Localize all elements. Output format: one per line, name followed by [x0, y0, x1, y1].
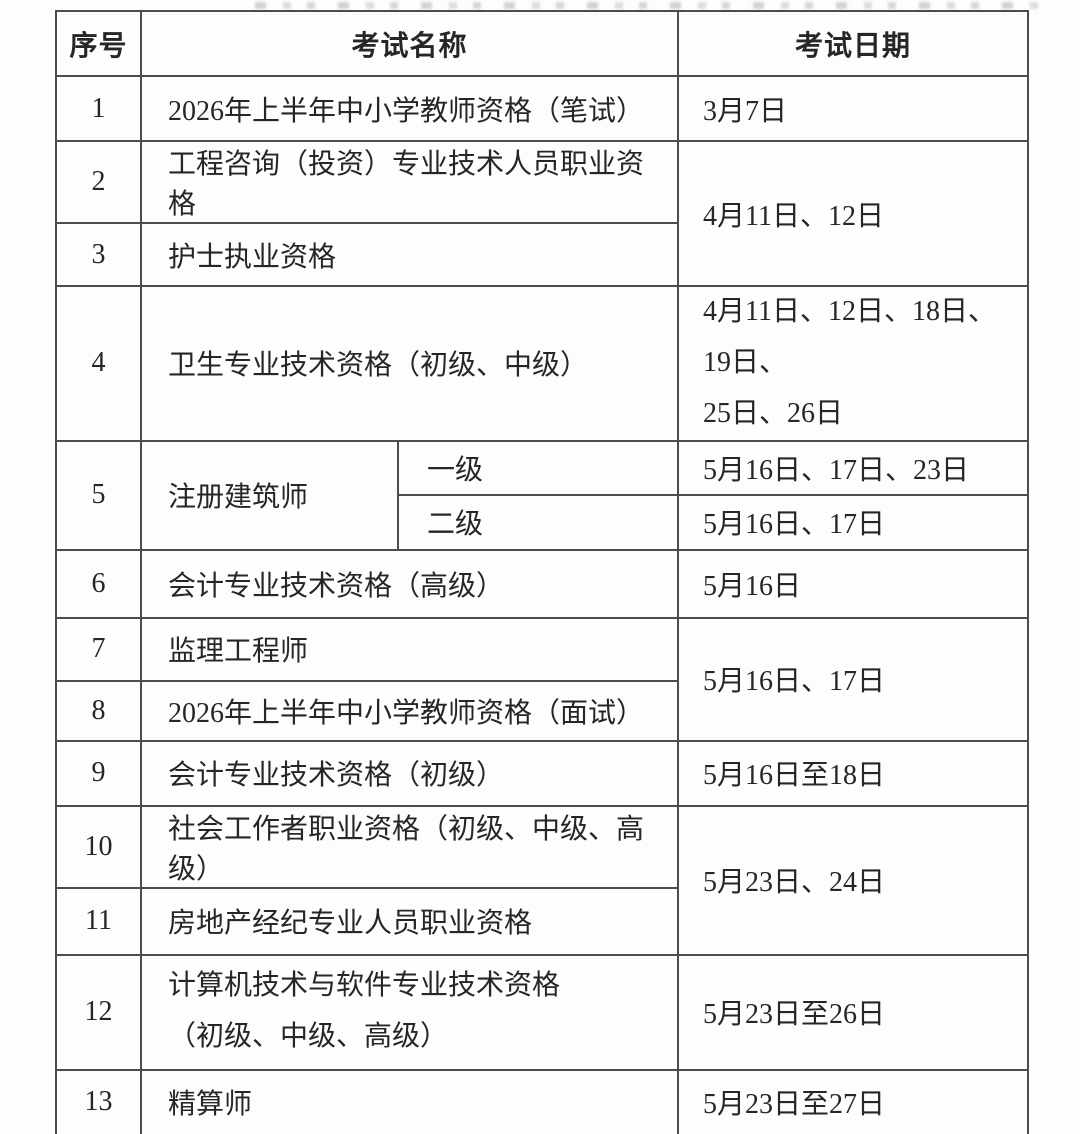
header-exam-name: 考试名称 [139, 10, 680, 77]
table-row: 二级 5月16日、17日 [56, 493, 1030, 551]
exam-name-cell: 工程咨询（投资）专业技术人员职业资格 [139, 140, 680, 224]
exam-name-line: （初级、中级、高级） [168, 1021, 449, 1053]
exam-name-cell: 会计专业技术资格（初级） [139, 739, 680, 807]
exam-date-line: 4月11日、12日、18日、19日、 [703, 296, 996, 378]
row-no: 2 [55, 140, 142, 224]
exam-level-cell: 一级 [396, 439, 680, 496]
exam-name-cell: 监理工程师 [139, 616, 680, 682]
row-no: 1 [55, 75, 142, 142]
table-row: 11 房地产经纪专业人员职业资格 [55, 886, 1028, 956]
row-no: 13 [55, 1068, 142, 1134]
table-header-row: 序号 考试名称 考试日期 [55, 10, 1030, 77]
table-row: 7 监理工程师 5月16日、17日 [55, 616, 1030, 742]
exam-name-line: 计算机技术与软件专业技术资格 [168, 970, 561, 1002]
table-row: 10 社会工作者职业资格（初级、中级、高级） 5月23日、24日 [55, 804, 1030, 956]
table-row: 4 卫生专业技术资格（初级、中级） 4月11日、12日、18日、19日、 25日… [55, 285, 1030, 442]
row-no: 4 [55, 285, 142, 442]
exam-date-cell: 5月16日、17日 [677, 616, 1030, 742]
table-row: 1 2026年上半年中小学教师资格（笔试） 3月7日 [55, 75, 1030, 142]
row-no: 6 [55, 548, 142, 619]
exam-date-cell: 5月23日、24日 [677, 804, 1030, 956]
exam-name-cell: 房地产经纪专业人员职业资格 [139, 886, 680, 956]
exam-schedule-table: 序号 考试名称 考试日期 1 2026年上半年中小学教师资格（笔试） 3月7日 … [55, 10, 1030, 1134]
exam-name-cell: 注册建筑师 [140, 439, 399, 551]
exam-name-cell: 2026年上半年中小学教师资格（面试） [139, 679, 680, 742]
exam-date-cell: 5月23日至26日 [677, 953, 1030, 1071]
row-no: 10 [55, 804, 142, 889]
table-row: 9 会计专业技术资格（初级） 5月16日至18日 [55, 739, 1030, 807]
exam-date-cell: 5月23日至27日 [677, 1068, 1030, 1134]
exam-name-cell: 社会工作者职业资格（初级、中级、高级） [139, 804, 680, 889]
row-no: 9 [55, 739, 142, 807]
row-no: 7 [55, 616, 142, 682]
table-row: 13 精算师 5月23日至27日 [55, 1068, 1030, 1134]
header-no: 序号 [55, 10, 142, 77]
exam-level-cell: 二级 [396, 493, 680, 551]
exam-date-cell: 5月16日 [677, 548, 1030, 619]
exam-date-cell: 4月11日、12日、18日、19日、 25日、26日 [677, 285, 1030, 442]
exam-date-cell: 5月16日至18日 [677, 739, 1030, 807]
row-no: 3 [55, 222, 142, 287]
exam-date-line: 25日、26日 [703, 397, 844, 429]
exam-name-cell: 精算师 [139, 1068, 680, 1134]
table-row: 12 计算机技术与软件专业技术资格 （初级、中级、高级） 5月23日至26日 [55, 953, 1030, 1071]
exam-name-cell: 护士执业资格 [139, 222, 680, 287]
exam-date-cell: 5月16日、17日、23日 [677, 439, 1030, 496]
row-no: 8 [55, 679, 142, 742]
row-no: 5 [55, 439, 142, 551]
exam-name-cell: 2026年上半年中小学教师资格（笔试） [139, 75, 680, 142]
exam-name-cell: 会计专业技术资格（高级） [139, 548, 680, 619]
exam-name-cell: 卫生专业技术资格（初级、中级） [139, 285, 680, 442]
exam-date-cell: 5月16日、17日 [677, 493, 1030, 551]
exam-date-cell: 4月11日、12日 [677, 140, 1030, 287]
table-row: 6 会计专业技术资格（高级） 5月16日 [55, 548, 1030, 619]
table-row: 3 护士执业资格 [55, 222, 1028, 287]
cropped-text-artifact [255, 2, 1040, 9]
table-row: 5 注册建筑师 一级 5月16日、17日、23日 [55, 439, 1030, 551]
row-no: 11 [55, 886, 142, 956]
table-row: 2 工程咨询（投资）专业技术人员职业资格 4月11日、12日 [55, 140, 1030, 287]
header-exam-date: 考试日期 [677, 10, 1030, 77]
exam-date-cell: 3月7日 [677, 75, 1030, 142]
exam-name-cell: 计算机技术与软件专业技术资格 （初级、中级、高级） [139, 953, 680, 1071]
row-no: 12 [55, 953, 142, 1071]
table-row: 8 2026年上半年中小学教师资格（面试） [55, 679, 1028, 742]
